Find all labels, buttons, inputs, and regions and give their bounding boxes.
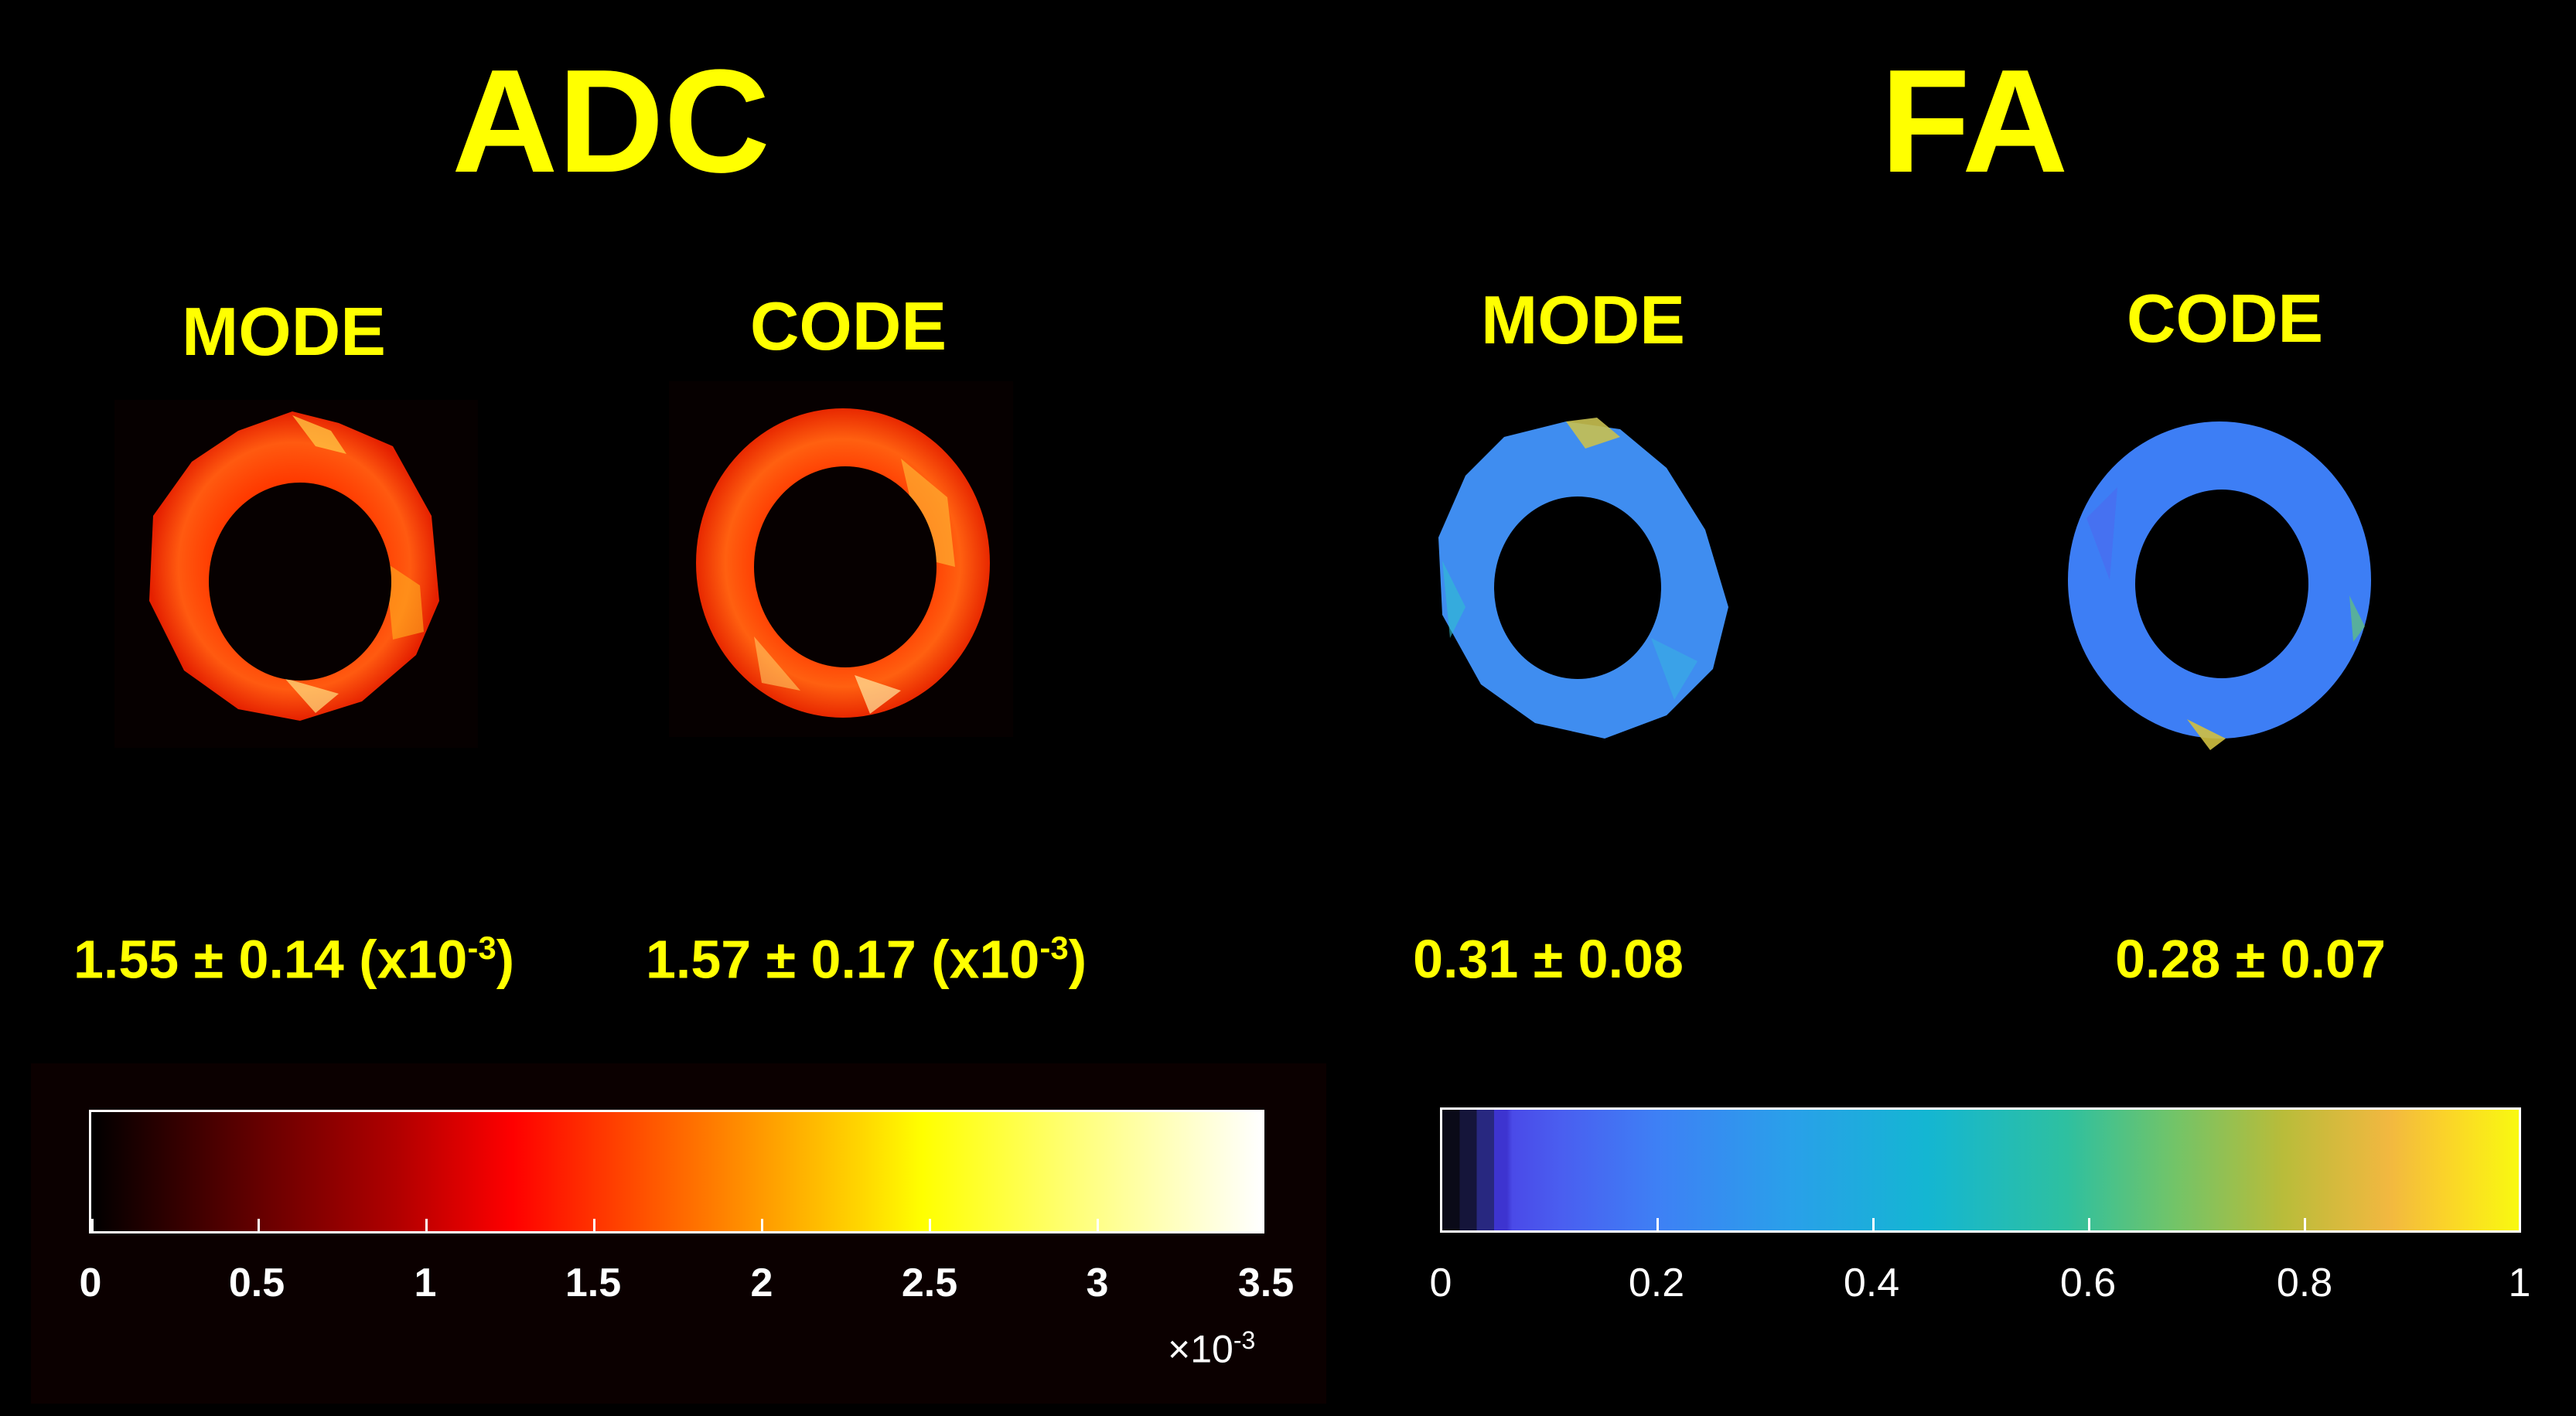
adc-tick-label: 3.5: [1237, 1261, 1295, 1305]
fa-title: FA: [1880, 39, 2069, 203]
fa-tick-label: 0.2: [1628, 1261, 1685, 1305]
adc-tick-label: 1: [414, 1261, 437, 1305]
adc-mode-stat-text: 1.55 ± 0.14 (x10: [73, 929, 468, 990]
adc-tick-label: 0: [79, 1261, 102, 1305]
adc-mode-stat-close: ): [496, 929, 515, 990]
adc-tick-mark: [593, 1219, 595, 1231]
fa-tick-label: 1: [2508, 1261, 2531, 1305]
adc-colorbar: [89, 1110, 1264, 1233]
adc-tick-label: 1.5: [565, 1261, 622, 1305]
adc-colorbar-exponent: ×10-3: [1168, 1326, 1255, 1372]
fa-tick-label: 0: [1429, 1261, 1452, 1305]
fa-mode-label: MODE: [1481, 281, 1685, 358]
fa-tick-label: 0.6: [2059, 1261, 2117, 1305]
fa-code-label: CODE: [2126, 280, 2324, 357]
fa-colorbar: [1440, 1107, 2521, 1233]
adc-mode-map: [114, 400, 478, 748]
adc-code-stat-close: ): [1068, 929, 1087, 990]
adc-tick-mark: [91, 1219, 94, 1231]
adc-code-label: CODE: [749, 288, 947, 364]
adc-tick-mark: [761, 1219, 763, 1231]
adc-mode-stat-exp: -3: [467, 930, 496, 966]
adc-exponent-value: -3: [1233, 1326, 1256, 1354]
adc-tick-mark: [258, 1219, 260, 1231]
adc-tick-mark: [425, 1219, 428, 1231]
fa-tick-mark: [1656, 1218, 1659, 1230]
adc-tick-label: 0.5: [228, 1261, 285, 1305]
fa-code-map: [2056, 394, 2380, 750]
adc-code-map: [669, 381, 1013, 737]
fa-mode-stat: 0.31 ± 0.08: [1413, 929, 1684, 989]
fa-tick-label: 0.8: [2276, 1261, 2333, 1305]
fa-tick-label: 0.4: [1843, 1261, 1900, 1305]
fa-tick-mark: [1872, 1218, 1875, 1230]
adc-exponent-prefix: ×10: [1168, 1327, 1233, 1371]
fa-mode-map: [1419, 406, 1744, 746]
adc-mode-stat: 1.55 ± 0.14 (x10-3): [0, 929, 588, 990]
adc-mode-label: MODE: [182, 293, 386, 370]
adc-code-stat-text: 1.57 ± 0.17 (x10: [645, 929, 1040, 990]
fa-tick-mark: [2304, 1218, 2306, 1230]
adc-tick-label: 3: [1086, 1261, 1109, 1305]
adc-code-stat-exp: -3: [1039, 930, 1069, 966]
adc-code-stat: 1.57 ± 0.17 (x10-3): [572, 929, 1160, 990]
adc-tick-label: 2.5: [901, 1261, 958, 1305]
adc-tick-label: 2: [750, 1261, 773, 1305]
fa-code-stat: 0.28 ± 0.07: [2115, 929, 2386, 989]
adc-tick-mark: [1097, 1219, 1099, 1231]
adc-tick-mark: [929, 1219, 931, 1231]
adc-title: ADC: [452, 39, 770, 203]
adc-colorbar-panel: 0 0.5 1 1.5 2 2.5 3 3.5 ×10-3: [31, 1063, 1326, 1404]
fa-tick-mark: [2088, 1218, 2090, 1230]
